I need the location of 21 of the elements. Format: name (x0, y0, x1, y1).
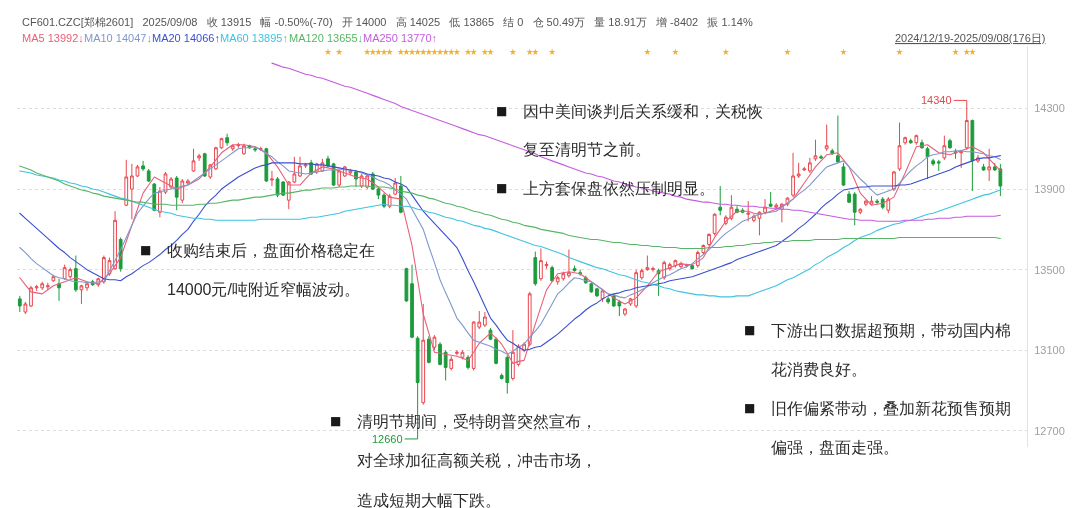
text: MA10 14047↓ (84, 32, 152, 44)
text: 对全球加征高额关税，冲击市场， (357, 452, 597, 469)
y-tick-label: 14300 (1034, 102, 1065, 115)
text: 造成短期大幅下跌。 (357, 492, 501, 508)
text: ■ 收购结束后，盘面价格稳定在14000元/吨附近窄幅波动。 (140, 242, 375, 298)
text: CF601.CZC[郑棉2601] 2025/09/08 收 13915 幅 -0.50%(-70) 开 14000 高 14025 低 13865 结 0 仓 50.49万 量 18.91万 增 -8402 振 1.14% (22, 16, 753, 28)
text: ■ 下游出口数据超预期，带动国内棉花消费良好。 (744, 322, 1011, 378)
text: ■ 因中美间谈判后关系缓和，关税恢复至清明节之前。 (496, 103, 763, 158)
text: MA250 13770↑ (363, 32, 437, 44)
y-tick-label: 13100 (1034, 344, 1065, 357)
text: MA60 13895↑ (220, 32, 288, 44)
annotation: 14340 (921, 94, 952, 106)
y-tick-label: 13900 (1034, 182, 1065, 195)
text: MA20 14066↑ (152, 32, 220, 44)
text: MA5 13992↓ (22, 32, 84, 44)
text: 2024/12/19-2025/09/08(176日) (895, 32, 1046, 44)
text: MA120 13655↓ (289, 32, 363, 44)
text: ■ 旧作偏紧带动，叠加新花预售预期偏强，盘面走强。 (744, 400, 1011, 456)
y-tick-label: 13500 (1034, 263, 1065, 276)
y-tick-label: 12700 (1034, 424, 1065, 437)
annotation: 12660 (372, 433, 403, 445)
